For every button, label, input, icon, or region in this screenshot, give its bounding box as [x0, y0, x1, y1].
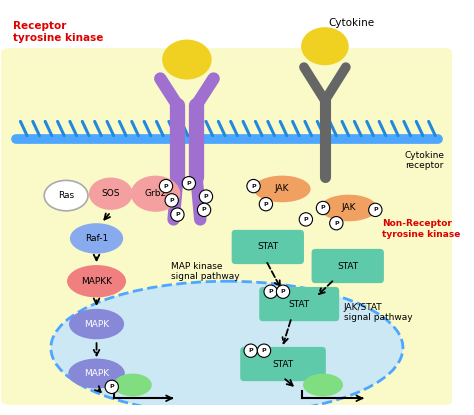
Circle shape: [247, 179, 260, 193]
Circle shape: [199, 190, 213, 203]
Circle shape: [105, 380, 118, 393]
Text: JAK/STAT
signal pathway: JAK/STAT signal pathway: [344, 303, 412, 322]
Ellipse shape: [44, 181, 88, 211]
Text: SOS: SOS: [101, 189, 120, 198]
Text: P: P: [164, 183, 168, 188]
Circle shape: [316, 201, 329, 215]
Ellipse shape: [69, 309, 124, 339]
Text: Cytokine: Cytokine: [328, 18, 374, 28]
Ellipse shape: [70, 223, 123, 254]
Text: STAT: STAT: [337, 261, 358, 271]
FancyBboxPatch shape: [240, 347, 326, 381]
Text: STAT: STAT: [273, 359, 293, 369]
Circle shape: [369, 203, 382, 217]
Text: P: P: [264, 202, 268, 207]
Circle shape: [171, 208, 184, 221]
Ellipse shape: [301, 27, 349, 65]
Circle shape: [264, 285, 277, 298]
Ellipse shape: [67, 265, 126, 298]
Circle shape: [299, 213, 312, 226]
Ellipse shape: [69, 359, 124, 388]
Ellipse shape: [162, 39, 212, 80]
Text: P: P: [251, 183, 256, 188]
Text: P: P: [169, 198, 174, 203]
Text: Receptor
tyrosine kinase: Receptor tyrosine kinase: [13, 22, 103, 43]
Circle shape: [197, 203, 211, 217]
Text: MAPK: MAPK: [84, 369, 109, 378]
Text: STAT: STAT: [289, 300, 310, 309]
Ellipse shape: [131, 176, 180, 212]
FancyBboxPatch shape: [259, 287, 339, 321]
Text: P: P: [321, 205, 325, 210]
Ellipse shape: [89, 178, 133, 210]
Text: Ras: Ras: [58, 191, 74, 200]
Text: P: P: [175, 212, 180, 217]
Circle shape: [276, 285, 290, 298]
Text: STAT: STAT: [257, 242, 278, 251]
Text: Cytokine
receptor: Cytokine receptor: [405, 151, 445, 170]
Circle shape: [257, 344, 271, 357]
Text: P: P: [262, 348, 266, 353]
Ellipse shape: [51, 281, 403, 415]
Text: P: P: [204, 194, 208, 199]
Text: Grb2: Grb2: [145, 189, 166, 198]
FancyBboxPatch shape: [0, 48, 454, 405]
Text: MAP kinase
signal pathway: MAP kinase signal pathway: [171, 262, 239, 281]
Text: P: P: [109, 384, 114, 389]
Ellipse shape: [114, 374, 152, 396]
Circle shape: [159, 179, 173, 193]
Circle shape: [182, 176, 195, 190]
Text: MAPK: MAPK: [84, 320, 109, 329]
Text: Non-Receptor
tyrosine kinase: Non-Receptor tyrosine kinase: [382, 219, 460, 239]
Circle shape: [244, 344, 257, 357]
Text: P: P: [303, 217, 308, 222]
Ellipse shape: [320, 195, 377, 221]
Circle shape: [165, 194, 178, 207]
Text: MAPKK: MAPKK: [81, 277, 112, 286]
Text: Raf-1: Raf-1: [85, 234, 108, 243]
Text: JAK: JAK: [341, 203, 356, 212]
FancyBboxPatch shape: [311, 249, 384, 283]
Text: P: P: [281, 289, 285, 294]
FancyBboxPatch shape: [232, 230, 304, 264]
Circle shape: [329, 217, 343, 230]
Text: P: P: [373, 208, 378, 212]
Ellipse shape: [254, 176, 310, 202]
Ellipse shape: [303, 374, 343, 396]
Text: JAK: JAK: [275, 184, 289, 193]
Text: P: P: [248, 348, 253, 353]
Text: P: P: [202, 208, 206, 212]
Text: P: P: [187, 181, 191, 186]
Text: P: P: [334, 221, 338, 226]
Circle shape: [259, 198, 273, 211]
Text: P: P: [268, 289, 273, 294]
